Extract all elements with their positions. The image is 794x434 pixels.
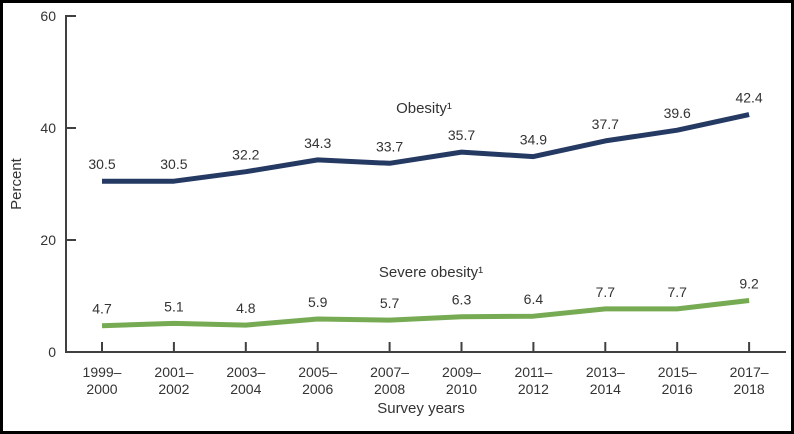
x-tick-label: 2011– 2012 <box>514 364 552 397</box>
value-label: 30.5 <box>160 156 187 172</box>
x-tick-label: 2017– 2018 <box>730 364 769 397</box>
value-label: 9.2 <box>739 275 759 291</box>
value-label: 6.3 <box>452 292 472 308</box>
value-label: 5.9 <box>308 294 328 310</box>
value-label: 37.7 <box>592 116 619 132</box>
value-label: 35.7 <box>448 127 475 143</box>
chart-generated-content: 1999– 2000 2001– 2002 2003– 2004 2005– 2006 2007… <box>66 15 769 397</box>
x-axis-title: Survey years <box>377 400 465 417</box>
value-label: 4.8 <box>236 300 256 316</box>
value-label: 30.5 <box>88 156 115 172</box>
x-tick-label: 2003– 2004 <box>226 364 265 397</box>
series-label-severe-obesity: Severe obesity¹ <box>379 264 483 281</box>
x-tick-label: 2015– 2016 <box>658 364 697 397</box>
value-label: 34.9 <box>520 132 547 148</box>
value-label: 33.7 <box>376 138 403 154</box>
value-label: 6.4 <box>524 291 544 307</box>
x-tick-label: 2013– 2014 <box>586 364 625 397</box>
x-tick-label: 2001– 2002 <box>154 364 193 397</box>
y-tick-label-40: 40 <box>40 120 56 136</box>
value-label: 42.4 <box>735 90 762 106</box>
y-tick-label-20: 20 <box>40 232 56 248</box>
value-label: 7.7 <box>667 284 687 300</box>
series-line-1 <box>101 298 750 329</box>
x-tick-label: 1999– 2000 <box>83 364 122 397</box>
y-axis-title: Percent <box>8 157 25 210</box>
series-line-0 <box>102 112 750 184</box>
value-label: 34.3 <box>304 135 331 151</box>
x-tick-label: 2005– 2006 <box>298 364 337 397</box>
y-tick-label-0: 0 <box>48 344 56 360</box>
x-tick-label: 2007– 2008 <box>370 364 409 397</box>
series-label-obesity: Obesity¹ <box>396 100 452 117</box>
value-label: 7.7 <box>596 284 616 300</box>
value-label: 5.7 <box>380 295 400 311</box>
value-label: 39.6 <box>664 105 691 121</box>
value-label: 4.7 <box>92 301 112 317</box>
y-tick-label-60: 60 <box>40 8 56 24</box>
value-label: 5.1 <box>164 298 184 314</box>
value-label: 32.2 <box>232 147 259 163</box>
x-tick-label: 2009– 2010 <box>442 364 481 397</box>
